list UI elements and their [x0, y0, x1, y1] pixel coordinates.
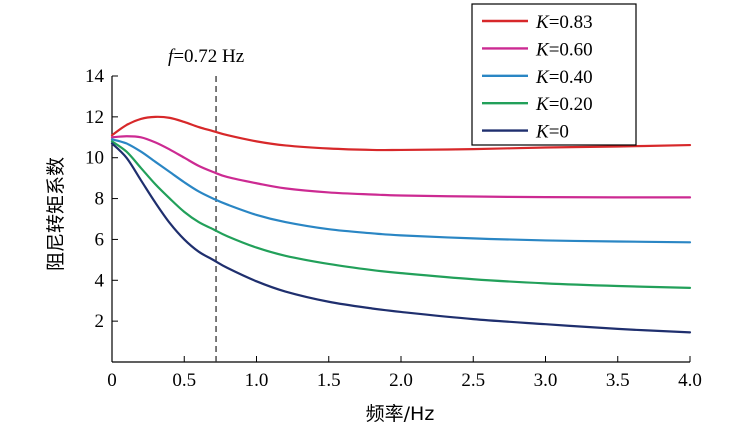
x-axis-title: 频率/Hz: [366, 403, 435, 425]
y-tick-label: 10: [85, 148, 104, 169]
x-tick-label: 0: [107, 370, 117, 391]
legend-box: [471, 3, 637, 146]
y-tick-label: 12: [85, 107, 104, 128]
y-axis-title: 阻尼转矩系数: [45, 157, 67, 271]
x-tick-label: 3.5: [606, 370, 630, 391]
legend: K=0.83 K=0.60 K=0.40 K=0.20 K=0: [471, 3, 637, 146]
series-line-0: [110, 115, 692, 152]
y-tick-label: 8: [95, 189, 105, 210]
frequency-annotation: f=0.72 Hz: [168, 46, 244, 67]
series-group: [110, 115, 692, 334]
legend-label-1: K=0.60: [535, 39, 593, 60]
series-line-2: [110, 138, 692, 244]
ticks: 0 0.5 1.0 1.5 2.0 2.5 3.0 3.5 4.0 2 4 6 8 10 12 14: [85, 66, 702, 391]
legend-label-3: K=0.20: [535, 94, 593, 115]
reference-line-group: f=0.72 Hz: [168, 46, 244, 362]
legend-label-0: K=0.83: [535, 12, 593, 33]
y-tick-label: 14: [85, 66, 105, 87]
x-tick-label: 3.0: [534, 370, 558, 391]
series-line-3: [110, 140, 692, 289]
x-tick-label: 0.5: [172, 370, 196, 391]
y-tick-label: 6: [95, 229, 105, 250]
x-tick-label: 4.0: [678, 370, 702, 391]
series-line-1: [110, 135, 692, 199]
x-tick-label: 1.0: [245, 370, 269, 391]
legend-label-4: K=0: [535, 122, 569, 143]
x-tick-label: 2.0: [389, 370, 413, 391]
series-line-4: [110, 142, 692, 334]
y-tick-label: 2: [95, 311, 105, 332]
x-tick-label: 2.5: [461, 370, 485, 391]
x-tick-label: 1.5: [317, 370, 341, 391]
legend-label-2: K=0.40: [535, 67, 593, 88]
y-tick-label: 4: [95, 270, 105, 291]
